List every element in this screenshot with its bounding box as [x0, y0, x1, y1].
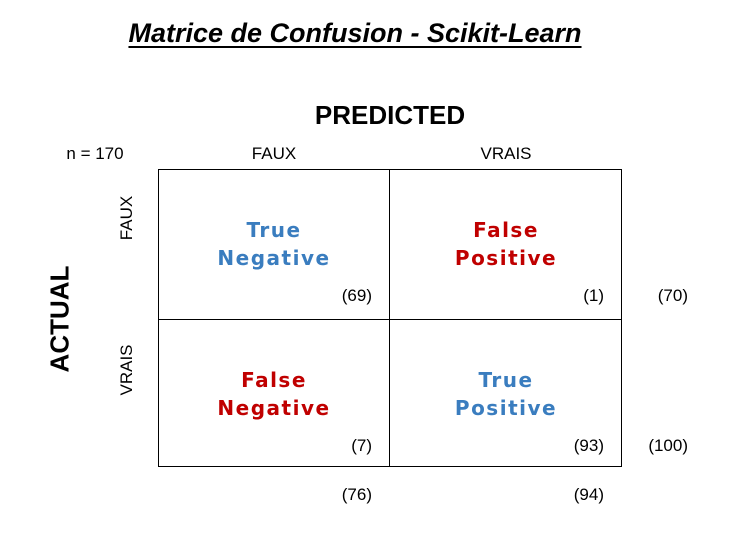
col-total-vrais: (94) [573, 485, 604, 504]
cell-fp-line2: Positive [454, 246, 558, 270]
grid-divider-vertical [389, 169, 390, 467]
cell-tp-line2: Positive [454, 396, 558, 420]
page-title: Matrice de Confusion - Scikit-Learn [128, 18, 582, 48]
cell-false-positive-label: False Positive [390, 216, 622, 272]
cell-fn-count: (7) [351, 436, 372, 455]
predicted-label-vrais: VRAIS [480, 144, 532, 163]
col-total-faux: (76) [341, 485, 372, 504]
row-total-faux: (70) [657, 286, 688, 305]
actual-label-faux: FAUX [117, 195, 136, 241]
row-total-vrais: (100) [648, 436, 688, 455]
cell-fp-line1: False [473, 218, 539, 242]
cell-fn-line2: Negative [217, 396, 331, 420]
cell-false-negative-label: False Negative [158, 366, 390, 422]
cell-tp-count: (93) [573, 436, 604, 455]
cell-true-positive-label: True Positive [390, 366, 622, 422]
cell-tn-count: (69) [341, 286, 372, 305]
predicted-axis-label: PREDICTED [314, 100, 466, 130]
actual-axis-label: ACTUAL [44, 265, 75, 373]
cell-tp-line1: True [478, 368, 534, 392]
sample-size-label: n = 170 [66, 144, 124, 163]
grid-divider-horizontal [158, 319, 622, 320]
cell-tn-line1: True [246, 218, 302, 242]
predicted-label-faux: FAUX [251, 144, 297, 163]
cell-tn-line2: Negative [217, 246, 331, 270]
cell-fp-count: (1) [583, 286, 604, 305]
cell-fn-line1: False [241, 368, 307, 392]
confusion-matrix-grid [158, 169, 622, 467]
actual-label-vrais: VRAIS [117, 344, 136, 396]
cell-true-negative-label: True Negative [158, 216, 390, 272]
